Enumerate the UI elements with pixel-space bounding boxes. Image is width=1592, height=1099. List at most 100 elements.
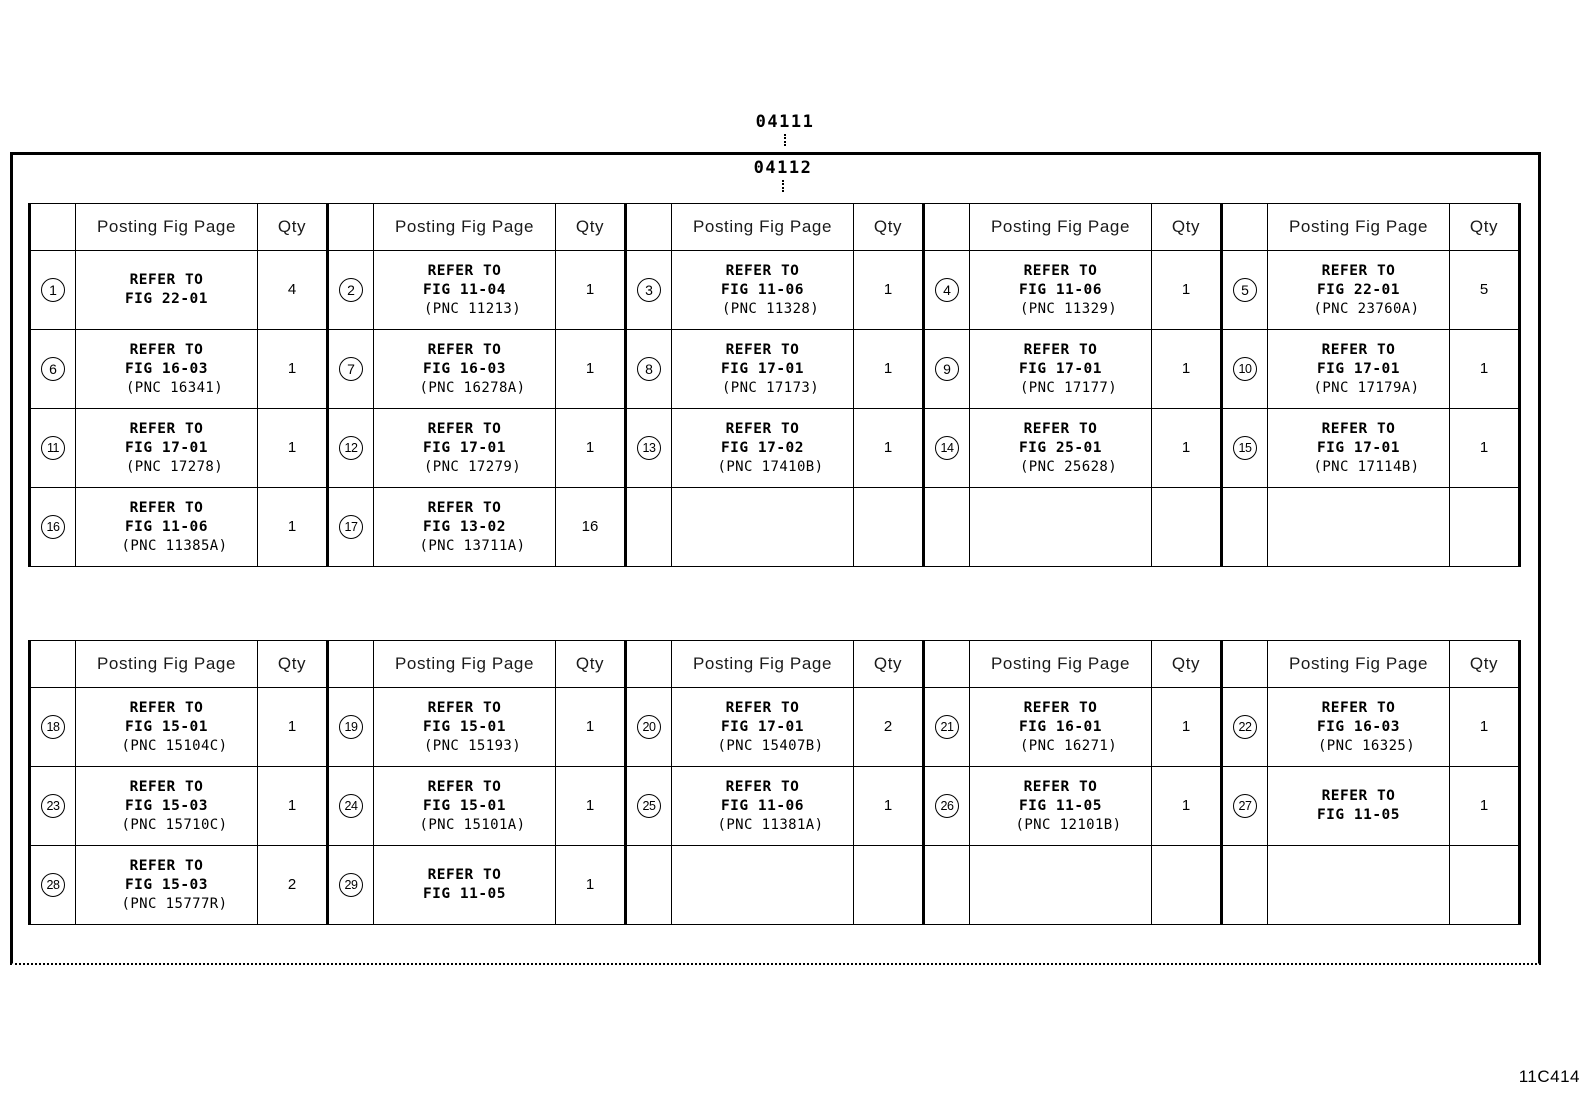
qty-cell[interactable]: 1 [1449, 329, 1521, 409]
ref-number-cell[interactable]: 23 [28, 766, 76, 846]
ref-number-cell[interactable]: 25 [624, 766, 672, 846]
qty-cell[interactable]: 1 [1151, 766, 1223, 846]
posting-fig-page-cell[interactable]: REFER TO FIG 11-06 (PNC 11329) [969, 250, 1152, 330]
posting-fig-page-cell[interactable]: REFER TO FIG 11-06 (PNC 11385A) [75, 487, 258, 567]
empty-cell [1449, 487, 1521, 567]
refer-to-line: REFER TO [129, 271, 204, 288]
qty-cell[interactable]: 1 [257, 408, 329, 488]
ref-number-cell[interactable]: 8 [624, 329, 672, 409]
ref-number-cell[interactable]: 26 [922, 766, 970, 846]
qty-cell[interactable]: 1 [853, 250, 925, 330]
posting-fig-page-cell[interactable]: REFER TO FIG 15-01 (PNC 15101A) [373, 766, 556, 846]
posting-fig-page-cell[interactable]: REFER TO FIG 17-01 (PNC 17114B) [1267, 408, 1450, 488]
posting-fig-page-cell[interactable]: REFER TO FIG 16-03 (PNC 16325) [1267, 687, 1450, 767]
callout-number-badge: 22 [1233, 715, 1257, 739]
refer-to-line: REFER TO [427, 262, 502, 279]
ref-number-cell[interactable]: 15 [1220, 408, 1268, 488]
ref-number-cell[interactable]: 29 [326, 845, 374, 925]
posting-fig-page-cell[interactable]: REFER TO FIG 25-01 (PNC 25628) [969, 408, 1152, 488]
ref-number-cell[interactable]: 7 [326, 329, 374, 409]
ref-number-cell[interactable]: 1 [28, 250, 76, 330]
posting-fig-page-cell[interactable]: REFER TO FIG 17-01 (PNC 17179A) [1267, 329, 1450, 409]
posting-fig-page-cell[interactable]: REFER TO FIG 11-05 [1267, 766, 1450, 846]
posting-fig-page-cell[interactable]: REFER TO FIG 11-05 [373, 845, 556, 925]
posting-fig-page-cell[interactable]: REFER TO FIG 11-06 (PNC 11328) [671, 250, 854, 330]
ref-number-cell[interactable]: 17 [326, 487, 374, 567]
ref-number-cell[interactable]: 20 [624, 687, 672, 767]
qty-cell[interactable]: 1 [1449, 687, 1521, 767]
qty-value: 1 [585, 797, 595, 814]
posting-fig-page-cell[interactable]: REFER TO FIG 11-04 (PNC 11213) [373, 250, 556, 330]
qty-cell[interactable]: 16 [555, 487, 627, 567]
posting-fig-page-cell[interactable]: REFER TO FIG 13-02 (PNC 13711A) [373, 487, 556, 567]
qty-cell[interactable]: 1 [257, 766, 329, 846]
qty-cell[interactable]: 1 [853, 766, 925, 846]
qty-cell[interactable]: 1 [257, 487, 329, 567]
qty-cell[interactable]: 1 [1449, 766, 1521, 846]
posting-fig-page-cell[interactable]: REFER TO FIG 22-01 (PNC 23760A) [1267, 250, 1450, 330]
ref-number-cell[interactable]: 18 [28, 687, 76, 767]
posting-fig-page-cell[interactable]: REFER TO FIG 22-01 [75, 250, 258, 330]
qty-cell[interactable]: 1 [555, 329, 627, 409]
posting-fig-page-cell[interactable]: REFER TO FIG 17-01 (PNC 17173) [671, 329, 854, 409]
posting-fig-page-cell[interactable]: REFER TO FIG 11-05 (PNC 12101B) [969, 766, 1152, 846]
posting-fig-page-cell[interactable]: REFER TO FIG 11-06 (PNC 11381A) [671, 766, 854, 846]
ref-number-cell[interactable]: 28 [28, 845, 76, 925]
ref-number-cell[interactable]: 11 [28, 408, 76, 488]
figure-number-line: FIG 13-02 [422, 518, 507, 535]
posting-fig-page-cell[interactable]: REFER TO FIG 17-01 (PNC 17177) [969, 329, 1152, 409]
ref-number-cell[interactable]: 12 [326, 408, 374, 488]
qty-cell[interactable]: 1 [555, 845, 627, 925]
ref-number-cell[interactable]: 10 [1220, 329, 1268, 409]
qty-cell[interactable]: 1 [1151, 408, 1223, 488]
qty-cell[interactable]: 1 [555, 766, 627, 846]
qty-cell[interactable]: 4 [257, 250, 329, 330]
qty-cell[interactable]: 1 [555, 408, 627, 488]
qty-cell[interactable]: 5 [1449, 250, 1521, 330]
qty-cell[interactable]: 1 [1151, 329, 1223, 409]
ref-number-cell[interactable]: 9 [922, 329, 970, 409]
ref-number-cell[interactable]: 21 [922, 687, 970, 767]
header-ref-1 [28, 203, 76, 251]
ref-number-cell[interactable]: 13 [624, 408, 672, 488]
ref-number-cell[interactable]: 2 [326, 250, 374, 330]
posting-fig-page-cell[interactable]: REFER TO FIG 17-01 (PNC 17279) [373, 408, 556, 488]
posting-fig-page-cell[interactable]: REFER TO FIG 16-01 (PNC 16271) [969, 687, 1152, 767]
empty-cell [1449, 845, 1521, 925]
qty-cell[interactable]: 2 [257, 845, 329, 925]
ref-number-cell[interactable]: 4 [922, 250, 970, 330]
qty-value: 1 [287, 797, 297, 814]
qty-cell[interactable]: 1 [555, 687, 627, 767]
ref-number-cell[interactable]: 3 [624, 250, 672, 330]
posting-fig-page-cell[interactable]: REFER TO FIG 16-03 (PNC 16341) [75, 329, 258, 409]
posting-fig-page-cell[interactable]: REFER TO FIG 17-02 (PNC 17410B) [671, 408, 854, 488]
posting-fig-page-cell[interactable]: REFER TO FIG 15-01 (PNC 15193) [373, 687, 556, 767]
qty-cell[interactable]: 1 [257, 329, 329, 409]
qty-cell[interactable]: 1 [257, 687, 329, 767]
posting-fig-page-cell[interactable]: REFER TO FIG 15-01 (PNC 15104C) [75, 687, 258, 767]
posting-fig-page-cell[interactable]: REFER TO FIG 16-03 (PNC 16278A) [373, 329, 556, 409]
ref-number-cell[interactable]: 24 [326, 766, 374, 846]
ref-number-cell[interactable]: 6 [28, 329, 76, 409]
ref-number-cell[interactable]: 27 [1220, 766, 1268, 846]
ref-number-cell[interactable]: 14 [922, 408, 970, 488]
ref-number-cell[interactable]: 5 [1220, 250, 1268, 330]
callout-number-badge: 8 [637, 357, 661, 381]
qty-cell[interactable]: 2 [853, 687, 925, 767]
ref-number-cell[interactable]: 16 [28, 487, 76, 567]
refer-to-line: REFER TO [725, 341, 800, 358]
qty-cell[interactable]: 1 [1151, 250, 1223, 330]
qty-cell[interactable]: 1 [1449, 408, 1521, 488]
qty-cell[interactable]: 1 [1151, 687, 1223, 767]
posting-fig-page-cell[interactable]: REFER TO FIG 17-01 (PNC 15407B) [671, 687, 854, 767]
pnc-line: (PNC 16325) [1317, 737, 1416, 754]
ref-number-cell[interactable]: 19 [326, 687, 374, 767]
posting-fig-page-cell[interactable]: REFER TO FIG 15-03 (PNC 15710C) [75, 766, 258, 846]
ref-number-cell[interactable]: 22 [1220, 687, 1268, 767]
qty-cell[interactable]: 1 [853, 408, 925, 488]
qty-cell[interactable]: 1 [555, 250, 627, 330]
posting-fig-page-cell[interactable]: REFER TO FIG 15-03 (PNC 15777R) [75, 845, 258, 925]
table-row: 23 REFER TO FIG 15-03 (PNC 15710C) 1 24 REFER … [28, 766, 1521, 846]
posting-fig-page-cell[interactable]: REFER TO FIG 17-01 (PNC 17278) [75, 408, 258, 488]
qty-cell[interactable]: 1 [853, 329, 925, 409]
